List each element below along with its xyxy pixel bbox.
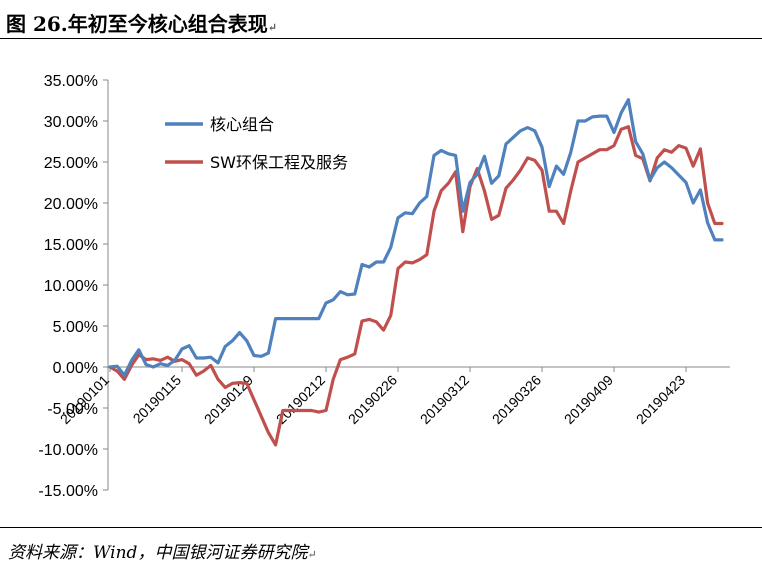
x-tick-label: 20190326 — [489, 372, 545, 428]
legend: 核心组合 SW环保工程及服务 — [165, 115, 348, 172]
series-line-0 — [108, 98, 724, 377]
line-chart: 35.00% 30.00% 25.00% 20.00% 15.00% 10.00% 5.00… — [38, 73, 730, 500]
source-paragraph-mark: ↵ — [307, 548, 317, 561]
x-tick-label: 20190423 — [633, 372, 689, 428]
y-tick-label: -5.00% — [47, 401, 98, 418]
y-tick-label: 0.00% — [53, 360, 98, 377]
y-tick-label: 10.00% — [44, 278, 98, 295]
y-axis: 35.00% 30.00% 25.00% 20.00% 15.00% 10.00% 5.00… — [38, 73, 109, 500]
x-tick-label: 20190129 — [201, 372, 257, 428]
source-note: 资料来源：Wind，中国银河证券研究院↵ — [8, 543, 317, 563]
legend-label-1: SW环保工程及服务 — [210, 153, 348, 172]
series-layer — [108, 98, 724, 447]
chart-title: 图 26.年初至今核心组合表现↵ — [6, 12, 277, 36]
title-rule — [0, 38, 762, 39]
y-tick-label: 25.00% — [44, 155, 98, 172]
y-tick-label: -10.00% — [38, 442, 98, 459]
title-paragraph-mark: ↵ — [267, 21, 277, 34]
y-tick-label: 30.00% — [44, 114, 98, 131]
x-tick-label: 20190409 — [561, 372, 617, 428]
y-tick-label: 35.00% — [44, 73, 98, 90]
series-line-1 — [108, 125, 724, 447]
legend-label-0: 核心组合 — [210, 115, 274, 134]
y-tick-label: 5.00% — [53, 319, 98, 336]
x-tick-label: 20190312 — [417, 372, 473, 428]
x-tick-label: 20190226 — [345, 372, 401, 428]
y-tick-label: 20.00% — [44, 196, 98, 213]
x-tick-label: 20190115 — [129, 372, 184, 427]
x-axis: 20190101 20190115 20190129 20190212 20190226… — [57, 366, 730, 428]
source-rule — [0, 527, 762, 528]
y-tick-label: 15.00% — [44, 237, 98, 254]
x-tick-label: 20190101 — [57, 372, 113, 428]
y-tick-label: -15.00% — [38, 483, 98, 500]
